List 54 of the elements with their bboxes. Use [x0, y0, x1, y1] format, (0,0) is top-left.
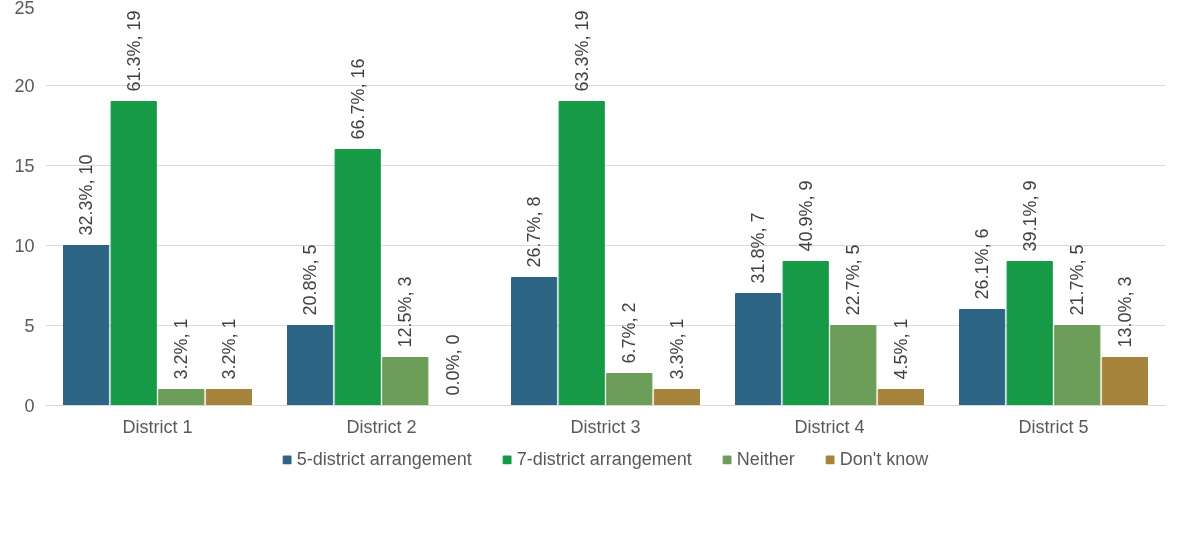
bar: [286, 325, 334, 406]
bar: [158, 389, 205, 406]
data-label: 66.7%, 16: [347, 58, 368, 140]
data-label: 20.8%, 5: [300, 244, 321, 316]
bar: [334, 149, 381, 406]
data-label: 26.1%, 6: [972, 228, 993, 300]
x-tick-label: District 3: [570, 416, 641, 437]
data-label: 26.7%, 8: [524, 196, 545, 268]
legend-label: 7-district arrangement: [516, 448, 692, 470]
data-label: 4.5%, 1: [890, 318, 911, 380]
data-label: 3.3%, 1: [666, 318, 687, 380]
data-label: 31.8%, 7: [748, 212, 769, 284]
bar: [958, 309, 1006, 406]
data-label: 0.0%, 0: [442, 334, 463, 396]
bar: [1006, 261, 1053, 406]
bar: [1101, 357, 1149, 406]
x-tick-label: District 1: [122, 416, 193, 437]
x-tick-label: District 5: [1018, 416, 1089, 437]
data-label: 32.3%, 10: [76, 154, 97, 236]
data-label: 6.7%, 2: [619, 302, 640, 364]
legend-label: 5-district arrangement: [296, 448, 472, 470]
bar: [62, 245, 110, 406]
data-label: 12.5%, 3: [395, 276, 416, 348]
data-label: 3.2%, 1: [218, 318, 239, 380]
legend-label: Don't know: [839, 448, 929, 470]
data-label: 63.3%, 19: [571, 10, 592, 92]
y-tick-label: 0: [24, 396, 35, 416]
y-tick-label: 15: [14, 156, 35, 176]
data-label: 13.0%, 3: [1114, 276, 1135, 348]
legend-label: Neither: [736, 448, 795, 470]
y-tick-label: 25: [14, 0, 35, 18]
y-tick-label: 20: [14, 76, 35, 96]
bar: [205, 389, 253, 406]
data-label: 39.1%, 9: [1019, 180, 1040, 252]
y-tick-label: 10: [14, 236, 35, 256]
bar: [877, 389, 925, 406]
bar: [1054, 325, 1101, 406]
y-tick-label: 5: [24, 316, 35, 336]
bar: [110, 101, 157, 406]
bar: [734, 293, 782, 406]
data-label: 22.7%, 5: [843, 244, 864, 316]
data-label: 21.7%, 5: [1067, 244, 1088, 316]
data-label: 40.9%, 9: [795, 180, 816, 252]
data-label: 3.2%, 1: [171, 318, 192, 380]
data-label: 61.3%, 19: [123, 10, 144, 92]
bar: [382, 357, 429, 406]
x-tick-label: District 4: [794, 416, 865, 437]
bar: [782, 261, 829, 406]
bar: [558, 101, 605, 406]
x-tick-label: District 2: [346, 416, 417, 437]
bar: [653, 389, 701, 406]
bar: [830, 325, 877, 406]
bar: [510, 277, 558, 406]
bar: [606, 373, 653, 406]
